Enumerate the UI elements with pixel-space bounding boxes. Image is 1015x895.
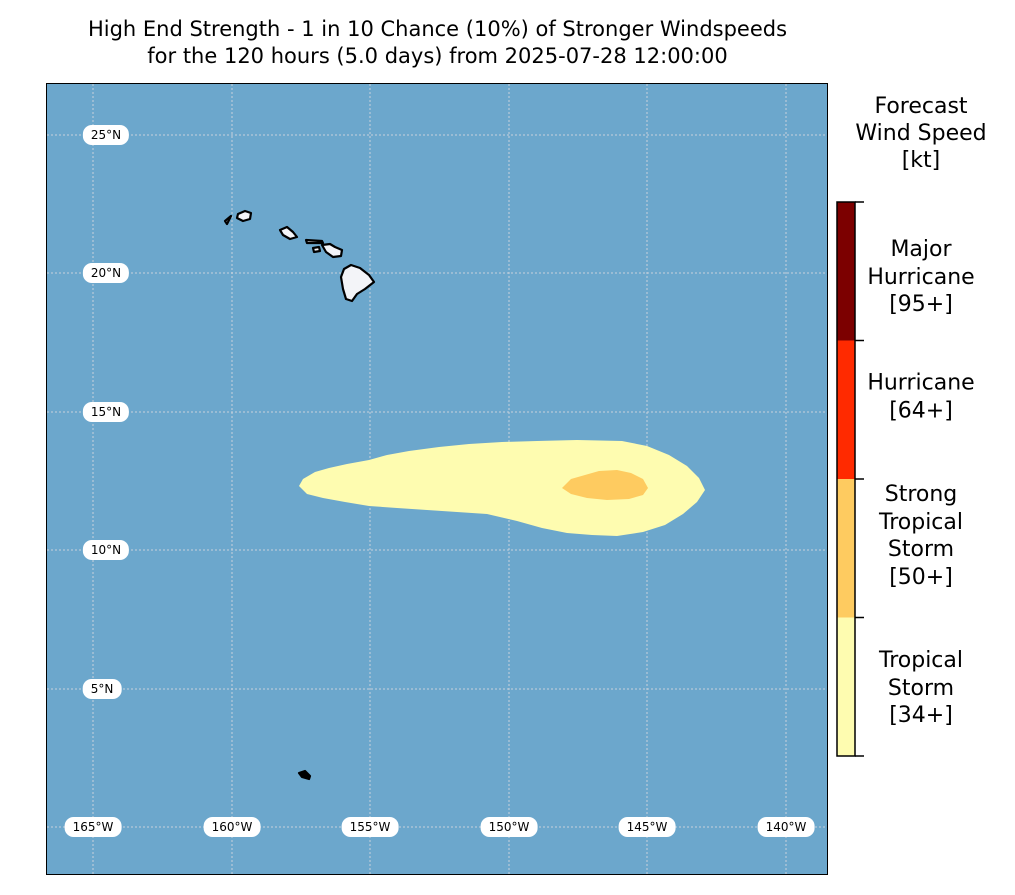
legend-strong-line-1: Strong bbox=[884, 482, 958, 507]
lon-label-155w: 155°W bbox=[341, 817, 399, 837]
legend-hurricane-line-1: Hurricane bbox=[867, 370, 975, 396]
legend-strong-line-2: Tropical bbox=[879, 509, 963, 535]
strong-tropical-storm-area bbox=[562, 470, 648, 500]
legend-ts-line-2: Storm bbox=[887, 675, 955, 701]
lon-label-145w: 145°W bbox=[618, 817, 676, 837]
lon-label-165w: 165°W bbox=[64, 817, 122, 837]
lat-label-20n: 20°N bbox=[82, 263, 130, 283]
legend-hurricane-line-2: [64+] bbox=[889, 398, 953, 423]
island-niihau bbox=[223, 214, 233, 226]
legend-title: Forecast Wind Speed [kt] bbox=[838, 93, 1004, 174]
legend-title-line-2: Wind Speed bbox=[855, 121, 987, 146]
colorbar-major-hurricane bbox=[837, 202, 855, 341]
colorbar bbox=[836, 201, 864, 757]
island-molokai bbox=[304, 238, 325, 245]
title-line-2: for the 120 hours (5.0 days) from 2025-0… bbox=[147, 44, 728, 68]
island-big-island bbox=[339, 263, 376, 303]
legend-title-line-1: Forecast bbox=[874, 94, 968, 119]
colorbar-hurricane bbox=[837, 340, 855, 479]
colorbar-tropical-storm bbox=[837, 617, 855, 756]
map-panel[interactable]: 25°N 20°N 15°N 10°N 5°N 165°W 160°W 155°… bbox=[46, 83, 828, 875]
island-johnston bbox=[297, 769, 312, 781]
legend-major-line-2: Hurricane bbox=[867, 264, 975, 290]
legend-label-hurricane: Hurricane [64+] bbox=[860, 370, 982, 425]
legend-label-major-hurricane: Major Hurricane [95+] bbox=[860, 236, 982, 319]
colorbar-strong-tropical-storm bbox=[837, 479, 855, 618]
lon-label-150w: 150°W bbox=[480, 817, 538, 837]
legend-ts-line-3: [34+] bbox=[889, 702, 953, 728]
map-canvas bbox=[47, 84, 827, 874]
map-title: High End Strength - 1 in 10 Chance (10%)… bbox=[0, 16, 875, 70]
legend-title-line-3: [kt] bbox=[901, 148, 941, 173]
hawaiian-islands bbox=[223, 209, 376, 781]
island-kauai bbox=[235, 209, 253, 223]
island-lanai bbox=[311, 245, 322, 254]
legend-ts-line-1: Tropical bbox=[879, 647, 963, 673]
island-maui bbox=[320, 242, 344, 259]
legend-strong-line-3: Storm bbox=[887, 537, 955, 562]
legend-strong-line-4: [50+] bbox=[889, 564, 953, 590]
lon-label-160w: 160°W bbox=[203, 817, 261, 837]
lat-label-15n: 15°N bbox=[82, 402, 130, 422]
legend-major-line-1: Major bbox=[890, 236, 952, 262]
tropical-storm-area bbox=[299, 440, 705, 536]
legend-major-line-3: [95+] bbox=[889, 291, 953, 317]
colorbar-ticks bbox=[855, 201, 864, 757]
title-line-1: High End Strength - 1 in 10 Chance (10%)… bbox=[87, 17, 788, 41]
island-oahu bbox=[278, 225, 299, 241]
legend-label-tropical-storm: Tropical Storm [34+] bbox=[860, 647, 982, 730]
lat-label-5n: 5°N bbox=[82, 679, 122, 699]
legend-label-strong-tropical-storm: Strong Tropical Storm [50+] bbox=[860, 481, 982, 591]
lon-label-140w: 140°W bbox=[757, 817, 815, 837]
lat-label-25n: 25°N bbox=[82, 125, 130, 145]
lat-label-10n: 10°N bbox=[82, 540, 130, 560]
